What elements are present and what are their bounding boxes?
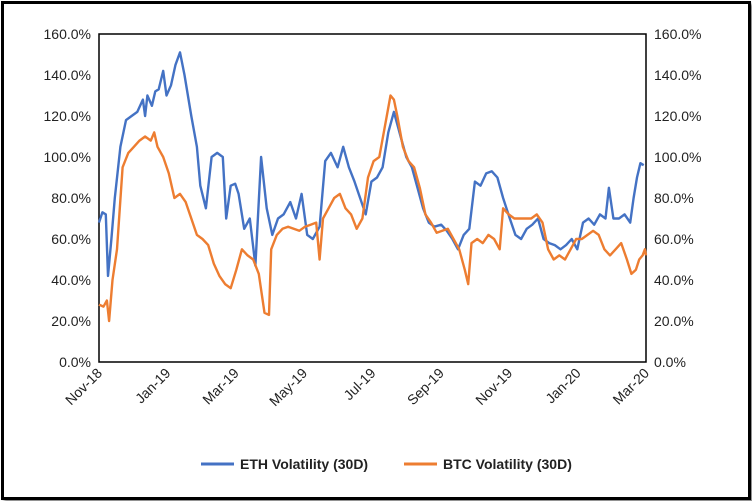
legend-eth-label: ETH Volatility (30D) — [240, 456, 368, 472]
y-tick-label-right: 20.0% — [654, 313, 694, 329]
y-tick-label-left: 0.0% — [59, 354, 91, 370]
y-tick-label-right: 160.0% — [654, 26, 701, 42]
x-tick-label: Sep-19 — [404, 365, 447, 408]
eth-volatility-line — [97, 51, 645, 278]
x-tick-label: Jul-19 — [340, 365, 378, 403]
x-tick-label: Mar-19 — [199, 365, 242, 408]
y-tick-label-left: 20.0% — [51, 313, 91, 329]
right-y-axis-ticks: 0.0% 20.0% 40.0% 60.0% 80.0% 100.0% 120.0% 140.… — [654, 26, 701, 370]
btc-volatility-line — [98, 94, 648, 323]
y-tick-label-left: 140.0% — [44, 67, 91, 83]
legend: ETH Volatility (30D) BTC Volatility (30D… — [201, 456, 572, 472]
left-y-axis-ticks: 0.0% 20.0% 40.0% 60.0% 80.0% 100.0% 120.0% 140.… — [44, 26, 91, 370]
y-tick-label-left: 100.0% — [44, 149, 91, 165]
y-tick-label-left: 120.0% — [44, 108, 91, 124]
x-tick-label: Nov-19 — [472, 365, 515, 408]
y-tick-label-left: 160.0% — [44, 26, 91, 42]
y-tick-label-right: 60.0% — [654, 231, 694, 247]
plot-area — [98, 33, 647, 363]
y-tick-label-right: 40.0% — [654, 272, 694, 288]
legend-btc-label: BTC Volatility (30D) — [443, 456, 572, 472]
y-tick-label-right: 80.0% — [654, 190, 694, 206]
x-axis-ticks: Nov-18 Jan-19 Mar-19 May-19 Jul-19 Sep-19 Nov-… — [62, 365, 652, 409]
x-tick-label: Mar-20 — [609, 365, 652, 408]
y-tick-label-left: 40.0% — [51, 272, 91, 288]
y-tick-label-right: 120.0% — [654, 108, 701, 124]
x-tick-label: Jan-19 — [132, 365, 174, 407]
y-tick-label-right: 0.0% — [654, 354, 686, 370]
x-tick-label: May-19 — [266, 365, 310, 409]
x-tick-label: Nov-18 — [62, 365, 105, 408]
plot-border — [98, 33, 647, 363]
y-tick-label-left: 80.0% — [51, 190, 91, 206]
y-tick-label-right: 140.0% — [654, 67, 701, 83]
series-lines — [97, 51, 648, 323]
y-tick-label-right: 100.0% — [654, 149, 701, 165]
y-tick-label-left: 60.0% — [51, 231, 91, 247]
x-tick-label: Jan-20 — [542, 365, 584, 407]
